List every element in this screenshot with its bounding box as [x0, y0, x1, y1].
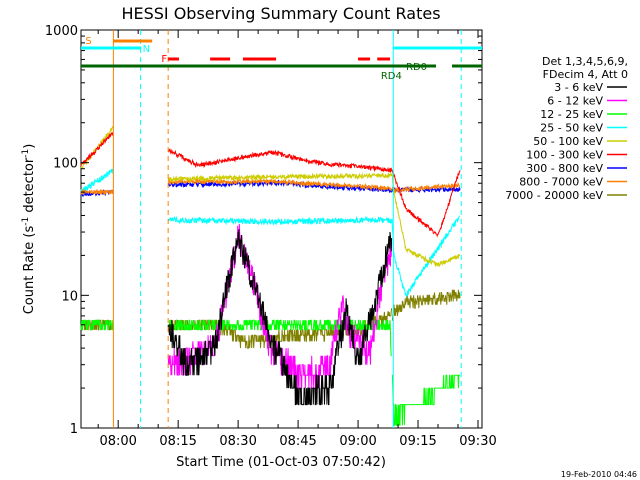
legend-entry: 12 - 25 keV: [540, 108, 627, 121]
x-axis-label: Start Time (01-Oct-03 07:50:42): [176, 455, 386, 470]
y-axis-label-mid: detector: [22, 157, 37, 217]
flag-label: S: [85, 36, 91, 47]
y-axis-label: Count Rate (s-1 detector-1): [21, 144, 37, 315]
legend-entry: 100 - 300 keV: [526, 149, 627, 162]
legend-entry: 25 - 50 keV: [540, 122, 627, 135]
legend-entry-label: 3 - 6 keV: [554, 81, 603, 94]
y-axis-label-end: ): [22, 144, 37, 149]
legend-entry: 300 - 800 keV: [526, 162, 627, 175]
chart-title: HESSI Observing Summary Count Rates: [121, 4, 440, 23]
legend-entry-label: 50 - 100 keV: [533, 135, 603, 148]
flag-label: RD0: [406, 62, 427, 73]
series-line-800-7000keV: [80, 177, 461, 197]
plot-frame: [80, 29, 483, 429]
y-axis-label-sup2: -1: [21, 149, 31, 158]
legend-entry-label: 12 - 25 keV: [540, 108, 603, 121]
data-series: [80, 126, 461, 426]
legend-entry: 800 - 7000 keV: [519, 176, 627, 189]
legend-entry-label: 25 - 50 keV: [540, 122, 603, 135]
legend-entry-label: 100 - 300 keV: [526, 149, 603, 162]
mode-lines: [112, 30, 462, 428]
series-line-50-100keV: [80, 126, 461, 268]
legend-entry: 7000 - 20000 keV: [505, 189, 627, 202]
y-tick-label: 1: [70, 422, 78, 437]
y-tick-label: 1000: [45, 24, 78, 39]
legend-header: FDecim 4, Att 0: [543, 68, 628, 81]
x-tick-label: 09:15: [399, 434, 436, 449]
axis-ticks: 1 10 100 1000 08:00 08:15 08:30 08:45 09:00 09:15…: [45, 24, 497, 449]
flag-bars: S NF RD0 RD4: [81, 36, 482, 82]
legend-entry-label: 7000 - 20000 keV: [505, 189, 603, 202]
date-stamp: 19-Feb-2010 04:46: [561, 470, 637, 479]
series-line-3-6keV: [167, 229, 393, 406]
flag-label: F: [161, 54, 167, 65]
y-tick-label: 10: [61, 289, 78, 304]
flag-label: N: [143, 44, 150, 55]
y-axis-label-sup1: -1: [21, 217, 31, 226]
y-axis-label-main: Count Rate (s: [22, 226, 37, 315]
legend-entry: 6 - 12 keV: [547, 95, 627, 108]
legend-entry-label: 6 - 12 keV: [547, 95, 603, 108]
legend-entry-label: 800 - 7000 keV: [519, 176, 603, 189]
x-tick-label: 09:00: [339, 434, 376, 449]
x-tick-label: 09:30: [459, 434, 496, 449]
x-tick-label: 08:15: [159, 434, 196, 449]
y-tick-label: 100: [53, 157, 78, 172]
series-line-25-50keV: [80, 168, 461, 298]
x-tick-label: 08:30: [219, 434, 256, 449]
flag-label: RD4: [381, 71, 402, 82]
legend: Det 1,3,4,5,6,9,FDecim 4, Att 03 - 6 keV…: [505, 55, 628, 202]
legend-header: Det 1,3,4,5,6,9,: [542, 55, 628, 68]
x-tick-label: 08:00: [99, 434, 136, 449]
legend-entry: 50 - 100 keV: [533, 135, 627, 148]
series-line-100-300keV: [80, 131, 461, 238]
legend-entry-label: 300 - 800 keV: [526, 162, 603, 175]
legend-entry: 3 - 6 keV: [554, 81, 627, 94]
x-tick-label: 08:45: [279, 434, 316, 449]
